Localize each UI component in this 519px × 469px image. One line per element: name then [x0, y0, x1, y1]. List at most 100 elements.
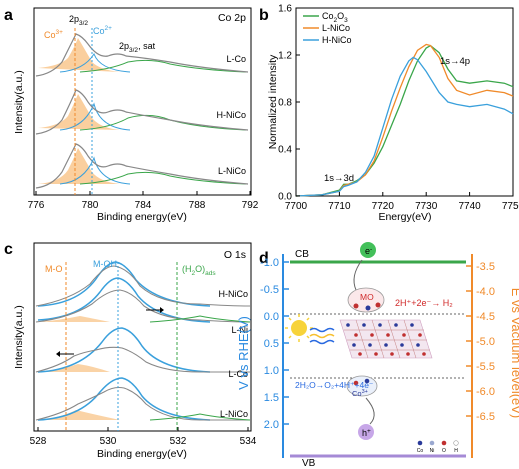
panel-d-legend-o: O	[442, 448, 446, 454]
panel-c-mo-fill-1	[40, 316, 110, 322]
panel-c-sample-1: H-NiCo	[218, 289, 248, 299]
panel-a-xtick-2: 784	[135, 200, 152, 211]
panel-b-xtick-3: 7730	[415, 201, 438, 212]
panel-b-xtick-4: 7740	[458, 201, 481, 212]
panel-b-label: b	[259, 7, 269, 24]
panel-d-co3-label: Co3+	[352, 389, 368, 398]
panel-b-xtick-1: 7710	[328, 201, 351, 212]
panel-b-ytick-2: 0.8	[278, 98, 292, 109]
panel-d-hole	[358, 424, 374, 440]
panel-d-rtick-4: -5.5	[476, 361, 495, 373]
panel-d-legend-h-dot	[453, 440, 459, 446]
panel-c-fit-0	[37, 261, 211, 307]
panel-b-series-3	[295, 56, 514, 197]
panel-b-legend-2: L-NiCo	[322, 23, 350, 33]
panel-d-legend-o-dot	[441, 440, 447, 446]
panel-d-oer-text: 2H₂O→O₂+4H⁺+4e⁻	[295, 380, 374, 390]
panel-d-ltick-6: 2.0	[264, 419, 279, 431]
panel-c-arrow-left	[56, 351, 74, 357]
panel-d-hole-label: h+	[362, 428, 371, 438]
panel-a-x-ticks: 776 780 784 788 792	[28, 191, 259, 211]
panel-c-sample-2: L-Ni	[231, 325, 248, 335]
panel-a-ann-sat: 2p3/2, sat	[119, 41, 156, 54]
panel-a-co2-1	[59, 52, 131, 73]
panel-a-xtick-1: 780	[82, 200, 99, 211]
panel-a-sat-1	[79, 59, 247, 73]
panel-c-frame	[33, 242, 252, 432]
panel-c-h2o-2	[149, 413, 251, 421]
panel-d: d -1.0 -0.5 0.0 0.5 1.0 1.5 2.0 V vs RHE…	[236, 242, 519, 469]
panel-d-left-axis-label: V vs RHE(V)	[236, 316, 251, 390]
panel-a-xtick-3: 788	[189, 200, 206, 211]
panel-d-rtick-3: -5.0	[476, 336, 495, 348]
panel-d-atom-legend: Co Ni O H	[417, 440, 459, 454]
panel-d-right-axis-label: E vs Vacuum level(eV)	[509, 288, 519, 419]
panel-d-rtick-0: -3.5	[476, 261, 495, 273]
panel-d-electron-arrow	[353, 259, 363, 291]
panel-b-series-2	[295, 43, 514, 197]
panel-d-hole-arrow	[365, 397, 375, 425]
panel-c-arrow-right	[146, 307, 164, 313]
panel-d-mo-label: MO	[360, 292, 374, 302]
panel-b-ytick-1: 0.4	[278, 145, 292, 156]
panel-a-ann-2p32: 2p3/2	[69, 14, 88, 27]
panel-c: c O 1s M-O M-OH (H2O)ads	[4, 241, 257, 460]
panel-d-legend-co-dot	[417, 440, 423, 446]
panel-c-x-ticks: 528 530 532 534	[30, 427, 257, 447]
panel-c-curve-lni	[35, 289, 251, 323]
panel-d-co-atom-1	[353, 380, 359, 386]
panel-a-sample-1: L-Co	[226, 54, 246, 64]
panel-d-rtick-2: -4.5	[476, 311, 495, 323]
panel-c-ylabel: Intensity(a.u.)	[13, 305, 25, 369]
panel-d-right-ticks: -3.5 -4.0 -4.5 -5.0 -5.5 -6.0 -6.5	[466, 261, 495, 423]
panel-d-co-atom-2	[364, 378, 370, 384]
panel-d-left-ticks: -1.0 -0.5 0.0 0.5 1.0 1.5 2.0	[260, 257, 289, 431]
panel-d-ltick-0: -1.0	[260, 257, 279, 269]
panel-d-legend-ni: Ni	[430, 448, 435, 454]
panel-d-light-rays	[309, 327, 335, 345]
panel-c-ann-h2o: (H2O)ads	[182, 264, 216, 277]
panel-c-h2o-1	[149, 315, 251, 323]
panel-b-ytick-4: 1.6	[278, 4, 292, 15]
panel-b-ytick-3: 1.2	[278, 51, 292, 62]
panel-b-xtick-0: 7700	[285, 201, 308, 212]
panel-a-ann-co2: Co2+	[93, 25, 112, 36]
panel-d-legend-h: H	[454, 448, 458, 454]
panel-d-mo-atom-3	[375, 302, 381, 308]
panel-c-sample-4: L-NiCo	[220, 409, 248, 419]
panel-d-lattice	[339, 319, 433, 359]
panel-d-co-site	[346, 375, 378, 397]
panel-b: b Co2O3 L-NiCo H-NiCo 1s→4p 1s→3d Normal…	[259, 4, 519, 224]
panel-c-curve-lnico	[35, 386, 250, 421]
panel-a-co3-fill-2	[38, 94, 120, 130]
panel-c-ann-moh: M-OH	[93, 259, 117, 269]
panel-a: a Co 2p Co3+ Co2+ 2p3/2 2p3/2, sat L-Co …	[4, 7, 259, 223]
panel-d-mo-atom-2	[365, 305, 371, 311]
panel-c-sample-3: L-Co	[228, 369, 248, 379]
panel-a-xtick-4: 792	[242, 200, 259, 211]
panel-a-co2-2	[59, 102, 131, 131]
panel-d-legend-ni-dot	[429, 440, 435, 446]
panel-c-curve-lco	[35, 346, 250, 373]
panel-a-xlabel: Binding energy(eV)	[97, 211, 187, 223]
panel-d-ltick-3: 0.5	[264, 338, 279, 350]
panel-a-xtick-0: 776	[28, 200, 45, 211]
panel-a-sat-3	[79, 171, 247, 185]
panel-a-sat-2	[79, 114, 247, 131]
panel-d-ltick-1: -0.5	[260, 284, 279, 296]
panel-c-xtick-0: 528	[30, 436, 47, 447]
panel-b-ann-1s4p: 1s→4p	[440, 56, 470, 67]
panel-a-label: a	[4, 7, 13, 24]
panel-d-vb-label: VB	[302, 458, 316, 469]
panel-d-electron	[360, 242, 376, 258]
panel-c-xlabel: Binding energy(eV)	[97, 448, 187, 460]
panel-d-ltick-4: 1.0	[264, 365, 279, 377]
panel-c-fit-3	[37, 377, 211, 421]
panel-d-legend-co: Co	[417, 448, 424, 454]
panel-c-fit-1	[37, 277, 211, 323]
panel-a-co2-3	[59, 156, 131, 185]
panel-d-sun-icon	[285, 314, 313, 342]
panel-c-curve-hnico	[35, 265, 251, 307]
